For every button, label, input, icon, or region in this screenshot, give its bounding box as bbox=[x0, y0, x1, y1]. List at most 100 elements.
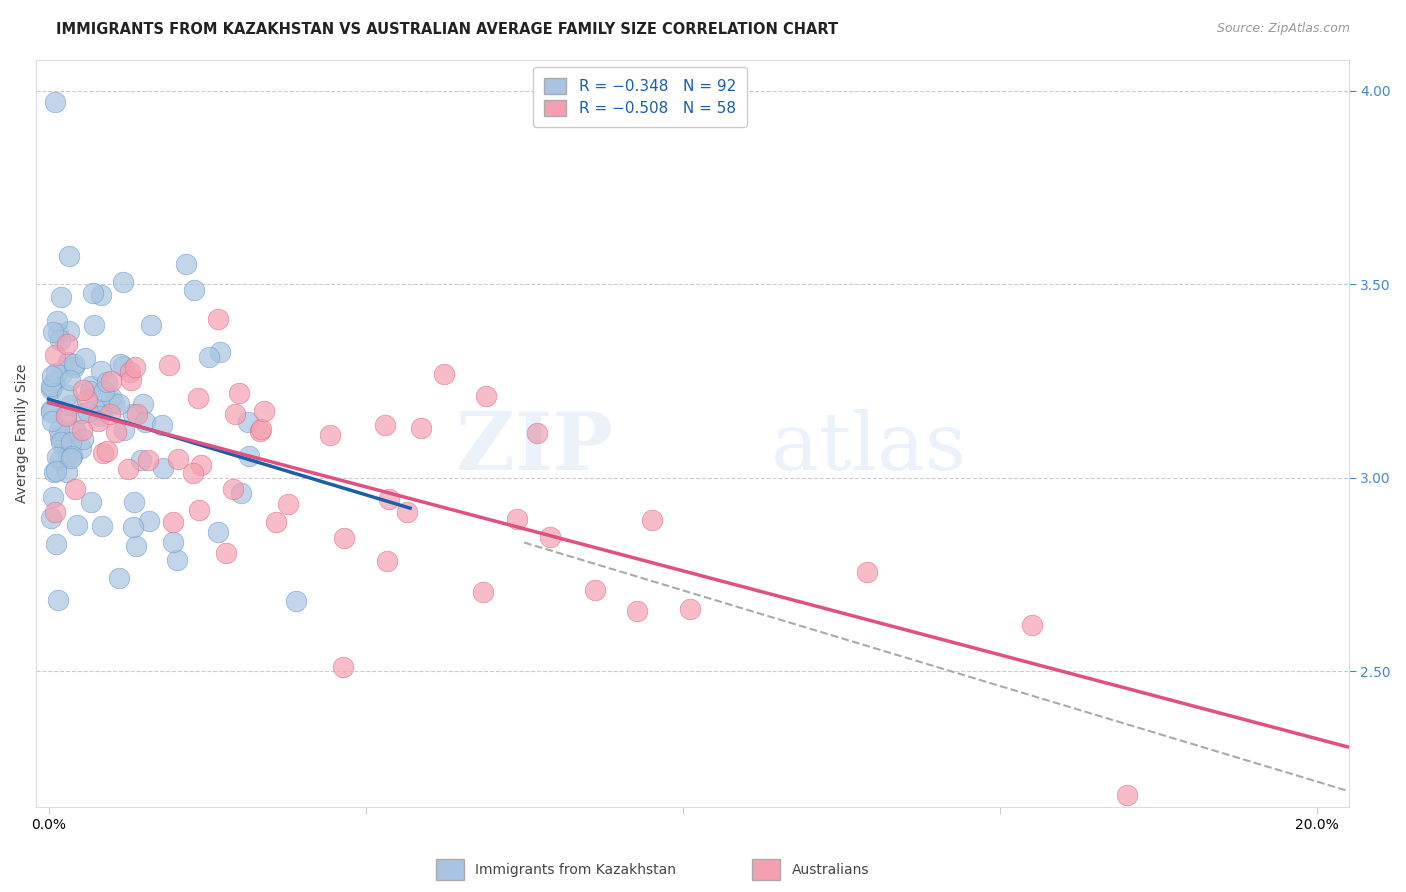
Point bbox=[118, 365, 141, 379]
Point bbox=[626, 604, 648, 618]
Point bbox=[41, 380, 63, 394]
Point bbox=[103, 395, 125, 409]
Point bbox=[107, 397, 129, 411]
Point bbox=[105, 425, 128, 439]
Point bbox=[375, 554, 398, 568]
Point bbox=[91, 519, 114, 533]
Text: Immigrants from Kazakhstan: Immigrants from Kazakhstan bbox=[475, 863, 676, 877]
Point bbox=[121, 520, 143, 534]
Point bbox=[79, 384, 101, 398]
Point bbox=[100, 374, 122, 388]
Point bbox=[46, 450, 69, 464]
Point bbox=[44, 505, 66, 519]
Point bbox=[124, 360, 146, 375]
Point bbox=[183, 283, 205, 297]
Point bbox=[75, 351, 97, 366]
Legend: R = −0.348   N = 92, R = −0.508   N = 58: R = −0.348 N = 92, R = −0.508 N = 58 bbox=[533, 67, 747, 127]
Point bbox=[228, 385, 250, 400]
Point bbox=[60, 450, 83, 465]
Point bbox=[82, 285, 104, 300]
Point bbox=[134, 415, 156, 429]
Point bbox=[475, 389, 498, 403]
Point bbox=[70, 423, 93, 437]
Point bbox=[66, 518, 89, 533]
Point bbox=[90, 402, 112, 417]
Point bbox=[42, 490, 65, 504]
Point bbox=[207, 525, 229, 540]
Point bbox=[238, 450, 260, 464]
Point bbox=[215, 546, 238, 560]
Point bbox=[58, 249, 80, 263]
Point bbox=[162, 516, 184, 530]
Point bbox=[63, 357, 86, 371]
Text: ZIP: ZIP bbox=[457, 409, 613, 487]
Point bbox=[222, 482, 245, 496]
Point bbox=[44, 375, 66, 389]
Point bbox=[55, 337, 77, 351]
Point bbox=[44, 95, 66, 110]
Point bbox=[207, 312, 229, 326]
Point bbox=[374, 417, 396, 432]
Point bbox=[58, 449, 80, 463]
Point bbox=[471, 585, 494, 599]
Point bbox=[264, 515, 287, 529]
Point bbox=[72, 432, 94, 446]
Point bbox=[190, 458, 212, 472]
Point bbox=[51, 368, 73, 383]
Point bbox=[42, 465, 65, 479]
Point bbox=[127, 407, 149, 421]
Point bbox=[197, 350, 219, 364]
Point bbox=[41, 369, 63, 384]
Point bbox=[1115, 788, 1137, 802]
Point bbox=[60, 449, 83, 463]
Point bbox=[157, 358, 180, 372]
Point bbox=[90, 364, 112, 378]
Point bbox=[44, 348, 66, 362]
Point bbox=[55, 388, 77, 402]
Point bbox=[224, 407, 246, 421]
Point bbox=[46, 592, 69, 607]
Point bbox=[285, 594, 308, 608]
Point bbox=[249, 424, 271, 438]
Point bbox=[41, 414, 63, 428]
Point bbox=[49, 333, 72, 347]
Point bbox=[87, 414, 110, 428]
Point bbox=[90, 288, 112, 302]
Text: Australians: Australians bbox=[792, 863, 869, 877]
Point bbox=[505, 512, 527, 526]
Point bbox=[120, 373, 142, 387]
Point bbox=[679, 601, 702, 615]
Point bbox=[49, 453, 72, 467]
Point bbox=[1021, 617, 1043, 632]
Point bbox=[583, 583, 606, 598]
Point bbox=[209, 345, 232, 359]
Point bbox=[319, 428, 342, 442]
Point bbox=[96, 444, 118, 458]
Point bbox=[39, 382, 62, 396]
Point bbox=[58, 355, 80, 369]
Point bbox=[181, 466, 204, 480]
Point bbox=[93, 384, 115, 399]
Point bbox=[122, 495, 145, 509]
Point bbox=[249, 422, 271, 436]
Point bbox=[277, 497, 299, 511]
Point bbox=[538, 530, 561, 544]
Point bbox=[332, 532, 354, 546]
Point bbox=[117, 462, 139, 476]
Point bbox=[76, 405, 98, 419]
Point bbox=[89, 409, 111, 423]
Point bbox=[49, 435, 72, 450]
Point bbox=[56, 465, 79, 479]
Point bbox=[162, 534, 184, 549]
Point bbox=[332, 660, 354, 674]
Point bbox=[80, 379, 103, 393]
Point bbox=[60, 434, 83, 449]
Point bbox=[83, 318, 105, 332]
Point bbox=[59, 398, 82, 412]
Point bbox=[45, 537, 67, 551]
Point bbox=[45, 464, 67, 478]
Point bbox=[167, 451, 190, 466]
Point bbox=[152, 461, 174, 475]
Point bbox=[150, 417, 173, 432]
Point bbox=[112, 275, 135, 289]
